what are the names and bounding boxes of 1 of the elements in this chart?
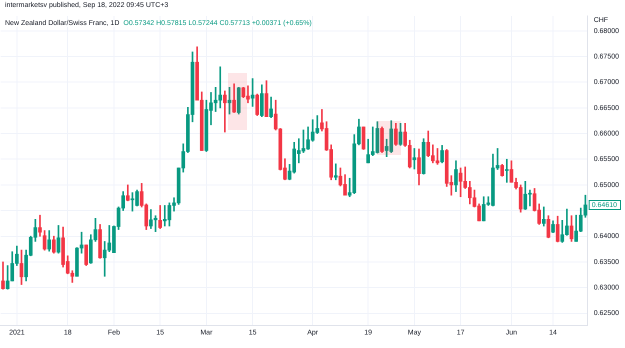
candlestick: [228, 87, 232, 114]
